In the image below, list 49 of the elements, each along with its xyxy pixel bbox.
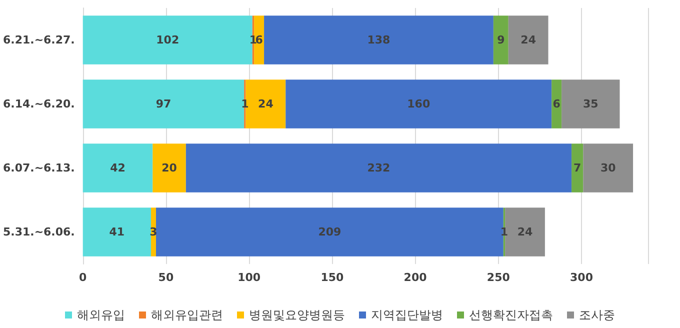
x-tick-label: 250 xyxy=(486,271,510,284)
legend-label: 병원및요양병원등 xyxy=(249,308,345,322)
bar xyxy=(82,144,153,192)
data-label: 209 xyxy=(318,226,342,238)
data-label: 9 xyxy=(497,34,505,46)
data-label: 160 xyxy=(407,98,430,110)
data-label: 20 xyxy=(162,162,178,174)
data-label: 30 xyxy=(600,162,616,174)
data-label: 24 xyxy=(258,98,274,110)
data-label: 232 xyxy=(367,162,390,174)
data-label: 102 xyxy=(156,34,180,46)
bar xyxy=(552,80,562,128)
bar xyxy=(286,80,552,128)
bar xyxy=(156,208,504,256)
data-label: 138 xyxy=(367,34,390,46)
x-tick-label: 50 xyxy=(158,271,174,284)
data-label: 41 xyxy=(109,226,125,238)
bar xyxy=(82,208,152,256)
legend-label: 해외유입관련 xyxy=(151,308,223,322)
legend-label: 조사중 xyxy=(579,308,615,322)
bar xyxy=(152,144,186,192)
data-label: 35 xyxy=(583,98,598,110)
bar xyxy=(572,144,584,192)
bar xyxy=(82,16,252,64)
bar xyxy=(493,16,508,64)
y-tick-label: 6.21.~6.27. xyxy=(2,34,75,46)
legend-label: 지역집단발병 xyxy=(371,308,443,322)
data-label: 42 xyxy=(110,162,126,174)
bar xyxy=(508,16,548,64)
data-label: 6 xyxy=(255,34,264,46)
x-tick-label: 300 xyxy=(570,271,594,284)
data-label: 24 xyxy=(517,226,533,238)
legend-label: 선행확진자접촉 xyxy=(469,308,553,322)
data-label: 7 xyxy=(574,162,582,174)
legend-label: 해외유입 xyxy=(77,308,125,322)
y-tick-label: 6.14.~6.20. xyxy=(2,98,75,110)
bar xyxy=(264,16,494,64)
data-label: 6 xyxy=(552,98,561,110)
x-tick-label: 150 xyxy=(320,271,344,284)
y-tick-label: 6.07.~6.13. xyxy=(2,162,75,174)
bar xyxy=(562,80,620,128)
x-tick-label: 100 xyxy=(238,271,261,284)
bar xyxy=(583,144,634,192)
bar xyxy=(186,144,572,192)
y-tick-label: 5.31.~6.06. xyxy=(2,226,75,238)
x-tick-label: 0 xyxy=(79,271,88,284)
x-tick-label: 200 xyxy=(404,271,428,284)
data-label: 24 xyxy=(520,34,536,46)
data-label: 97 xyxy=(156,98,172,110)
